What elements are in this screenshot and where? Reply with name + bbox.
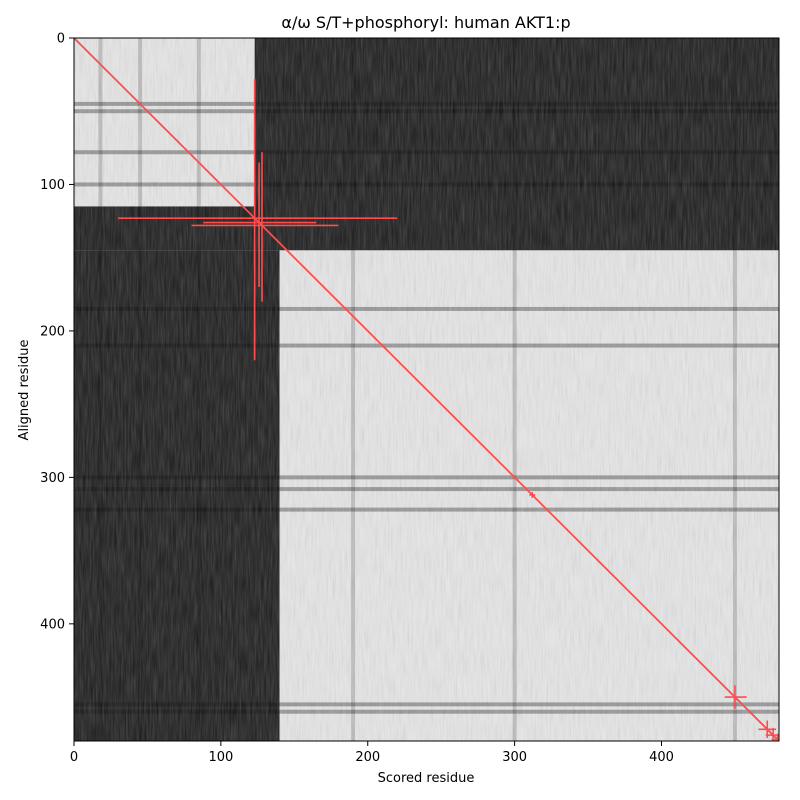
y-axis-label: Aligned residue [17,340,32,441]
marker-cross [771,733,779,741]
x-tick-label: 400 [649,750,674,765]
y-axis: 0 100 200 300 400 [40,32,74,632]
x-tick-label: 0 [70,750,78,765]
chart-title: α/ω S/T+phosphoryl: human AKT1:p [281,13,570,32]
x-axis: 0 100 200 300 400 [70,741,674,765]
marker-layer [118,79,779,741]
y-tick-label: 100 [40,178,65,193]
x-tick-label: 100 [208,750,233,765]
plot-area [74,38,779,741]
plot-frame [73,37,780,742]
diagonal-line [74,38,779,741]
marker-cross [724,685,747,709]
marker-cross [118,79,398,361]
y-tick-label: 300 [40,471,65,486]
marker-cross [529,492,536,498]
y-tick-label: 200 [40,324,65,339]
y-tick-label: 0 [57,32,65,47]
x-tick-label: 200 [355,750,380,765]
marker-cross [191,152,339,302]
x-axis-label: Scored residue [378,771,475,786]
x-tick-label: 300 [502,750,527,765]
y-tick-label: 400 [40,617,65,632]
